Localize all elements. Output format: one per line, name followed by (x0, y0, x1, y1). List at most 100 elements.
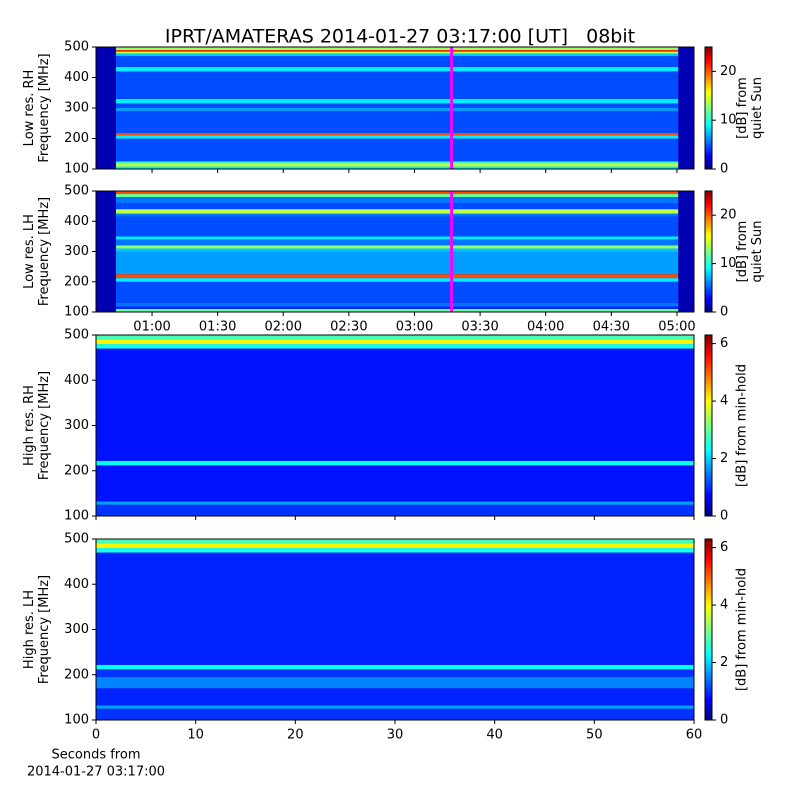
x-tick-label: 02:30 (330, 320, 367, 335)
colorbar-tick-label: 0 (720, 713, 728, 728)
y-axis-label: Low res. RH (22, 70, 37, 147)
y-axis-label: Frequency [MHz] (37, 575, 52, 684)
heat-cell (96, 504, 694, 516)
heat-cell (96, 677, 694, 689)
heat-cell (115, 213, 679, 217)
heat-cell (115, 47, 679, 51)
heat-cell (115, 203, 679, 210)
colorbar-label: [dB] from (735, 77, 750, 139)
heat-cell (96, 335, 694, 340)
heat-cell (115, 308, 679, 312)
y-tick-label: 300 (64, 101, 89, 116)
heat-cell (96, 501, 694, 505)
colorbar-tick-label: 0 (720, 509, 728, 524)
y-axis-label: Low res. LH (22, 214, 37, 289)
heat-cell (96, 708, 694, 720)
colorbar-label: quiet Sun (750, 220, 765, 282)
heat-cell (115, 135, 679, 139)
x-tick-label: 30 (387, 728, 404, 743)
colorbar (704, 190, 713, 313)
colorbar-tick-label: 2 (720, 451, 728, 466)
y-tick-label: 300 (64, 244, 89, 259)
heat-cell (115, 248, 679, 252)
heat-cell (115, 98, 679, 104)
y-tick-label: 200 (64, 667, 89, 682)
x-tick-label: 02:00 (265, 320, 302, 335)
heat-cell (115, 51, 679, 54)
heat-cell (115, 239, 679, 246)
x-tick-label: 04:00 (527, 320, 564, 335)
colorbar-tick-label: 6 (720, 540, 728, 555)
x-tick-label: 20 (287, 728, 304, 743)
heat-cell (115, 166, 679, 169)
colorbar-label: [dB] from (735, 221, 750, 283)
heat-cell (115, 216, 679, 237)
heat-cell (115, 197, 679, 204)
heat-cell (115, 278, 679, 282)
heat-cell (96, 543, 694, 549)
heat-cell (115, 50, 679, 52)
heat-cell (115, 306, 679, 309)
colorbar-label: quiet Sun (750, 77, 765, 139)
x-tick-label: 10 (187, 728, 204, 743)
x-tick-label: 50 (586, 728, 603, 743)
x-tick-label: 04:30 (593, 320, 630, 335)
colorbar-tick-label: 2 (720, 655, 728, 670)
colorbar-label: [dB] from min-hold (735, 568, 750, 691)
heat-cell (115, 209, 679, 214)
colorbar-tick-label: 0 (720, 162, 728, 177)
colorbar (704, 46, 713, 170)
y-tick-label: 100 (64, 509, 89, 524)
x-tick-label: 40 (486, 728, 503, 743)
colorbar-tick-label: 6 (720, 336, 728, 351)
heat-cell (115, 111, 679, 134)
heat-cell (96, 344, 694, 349)
y-tick-label: 500 (64, 532, 89, 547)
heat-cell (115, 163, 679, 167)
heat-cell (115, 191, 679, 195)
heat-cell (115, 74, 679, 99)
heat-cell (115, 302, 679, 307)
heat-cell (96, 669, 694, 678)
x-tick-label: 0 (92, 728, 100, 743)
y-tick-label: 400 (64, 373, 89, 388)
y-tick-label: 100 (64, 713, 89, 728)
heat-cell (115, 236, 679, 240)
colorbar-tick-label: 20 (720, 208, 737, 223)
heat-cell (115, 53, 679, 57)
colorbar-tick-label: 4 (720, 598, 728, 613)
y-tick-label: 500 (64, 328, 89, 343)
heat-cell (115, 274, 679, 279)
heat-cell (96, 688, 694, 706)
heat-cell (115, 56, 679, 67)
colorbar-tick-label: 4 (720, 394, 728, 409)
colorbar-tick-label: 10 (720, 113, 737, 128)
x-tick-label: 05:00 (658, 320, 695, 335)
y-tick-label: 300 (64, 622, 89, 637)
y-tick-label: 200 (64, 463, 89, 478)
y-tick-label: 100 (64, 305, 89, 320)
y-tick-label: 100 (64, 162, 89, 177)
heat-cell (96, 460, 694, 466)
y-tick-label: 400 (64, 70, 89, 85)
y-axis-label: Frequency [MHz] (37, 371, 52, 480)
heat-cell (115, 71, 679, 75)
heat-cell (115, 133, 679, 136)
y-axis-label: High res. LH (22, 590, 37, 669)
x-tick-label: 01:00 (133, 320, 170, 335)
x-tick-label: 60 (686, 728, 703, 743)
heat-cell (96, 548, 694, 553)
heat-cell (115, 138, 679, 162)
colorbar-tick-label: 20 (720, 64, 737, 79)
heat-cell (96, 465, 694, 502)
y-tick-label: 400 (64, 214, 89, 229)
heat-cell (115, 161, 679, 164)
heat-cell (115, 103, 679, 108)
x-axis-label: 2014-01-27 03:17:00 (27, 765, 165, 780)
heat-cell (96, 664, 694, 670)
x-tick-label: 01:30 (199, 320, 236, 335)
heat-cell (115, 194, 679, 198)
figure-title: IPRT/AMATERAS 2014-01-27 03:17:00 [UT] 0… (165, 26, 635, 48)
heat-cell (96, 348, 694, 461)
